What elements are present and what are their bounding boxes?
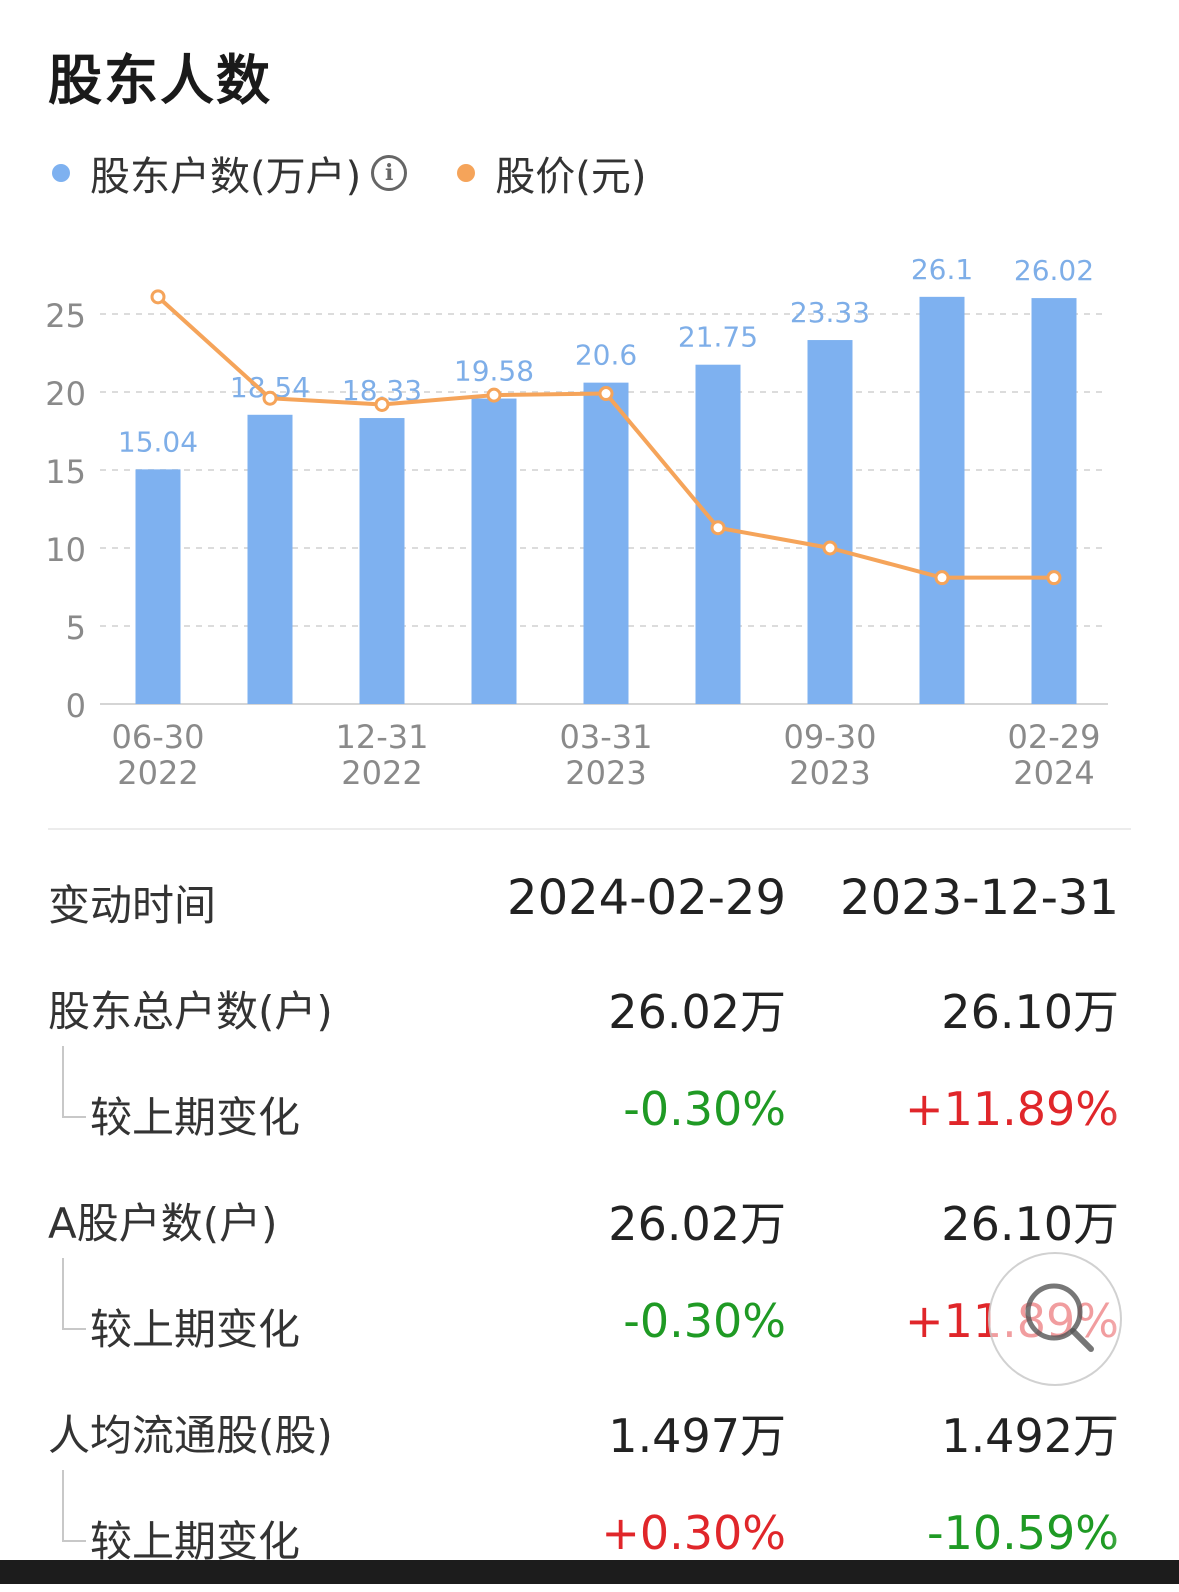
y-tick-label: 20 [45, 375, 86, 413]
table-row: 人均流通股(股) 1.497万 1.492万 [0, 1380, 1179, 1486]
zoom-button[interactable] [988, 1252, 1122, 1386]
tree-connector [62, 1470, 86, 1542]
row-value-2: 26.10万 [941, 985, 1119, 1039]
bar [1031, 298, 1077, 704]
bar-data-label: 26.1 [911, 253, 973, 286]
price-point [486, 387, 502, 403]
shareholder-table: 变动时间 2024-02-29 2023-12-31 股东总户数(户) 26.0… [0, 850, 1179, 1592]
price-point [934, 570, 950, 586]
price-point [150, 289, 166, 305]
row-value-2: 1.492万 [941, 1409, 1119, 1463]
header-date-1: 2024-02-29 [507, 870, 786, 926]
x-tick-label: 09-30 [784, 718, 877, 756]
price-point [1046, 570, 1062, 586]
y-tick-label: 15 [45, 453, 86, 491]
page-title: 股东人数 [48, 49, 272, 112]
table-row-change: 较上期变化 -0.30% +11.89% [0, 1046, 1179, 1168]
tree-connector [62, 1046, 86, 1118]
tree-connector [62, 1258, 86, 1330]
table-header-row: 变动时间 2024-02-29 2023-12-31 [0, 850, 1179, 956]
y-tick-label: 0 [66, 687, 86, 725]
info-icon[interactable]: i [371, 155, 408, 191]
x-tick-year-label: 2022 [341, 754, 422, 792]
x-tick-label: 03-31 [560, 718, 653, 756]
header-date-2: 2023-12-31 [840, 870, 1119, 926]
row-value-1: -0.30% [623, 1294, 786, 1348]
chart-legend: 股东户数(万户) i 股价(元) [52, 148, 646, 200]
legend-dot-price [457, 164, 476, 182]
row-label: 较上期变化 [90, 1517, 301, 1566]
header-label: 变动时间 [48, 881, 217, 930]
bar [807, 340, 853, 704]
bottom-bar [0, 1560, 1179, 1584]
row-value-2: 26.10万 [941, 1197, 1119, 1251]
price-point [374, 396, 390, 412]
row-value-1: 26.02万 [608, 985, 786, 1039]
x-tick-label: 06-30 [112, 718, 205, 756]
legend-label-holders: 股东户数(万户) [90, 154, 362, 200]
row-label: 股东总户数(户) [48, 987, 333, 1036]
bar [359, 418, 405, 704]
table-row: A股户数(户) 26.02万 26.10万 [0, 1168, 1179, 1274]
x-tick-year-label: 2023 [565, 754, 646, 792]
y-tick-label: 5 [66, 609, 86, 647]
price-point [262, 390, 278, 406]
price-point [710, 520, 726, 536]
row-value-2: +11.89% [905, 1082, 1119, 1136]
row-value-2: -10.59% [927, 1506, 1119, 1560]
row-value-1: 1.497万 [608, 1409, 786, 1463]
bar [583, 382, 629, 704]
legend-item-holders[interactable]: 股东户数(万户) i [52, 144, 408, 202]
legend-label-price: 股价(元) [495, 154, 647, 200]
legend-dot-holders [52, 164, 70, 182]
bar [919, 296, 965, 704]
bar-data-label: 15.04 [118, 425, 198, 458]
row-value-1: +0.30% [601, 1506, 786, 1560]
row-value-1: 26.02万 [608, 1197, 786, 1251]
row-value-1: -0.30% [623, 1082, 786, 1136]
x-tick-year-label: 2022 [117, 754, 198, 792]
x-tick-label: 12-31 [336, 718, 429, 756]
x-tick-label: 02-29 [1008, 718, 1101, 756]
legend-item-price[interactable]: 股价(元) [457, 144, 646, 202]
bar-data-label: 19.58 [454, 355, 534, 388]
bar-data-label: 26.02 [1014, 254, 1094, 287]
table-scroll-fade [1108, 850, 1179, 1584]
price-point [598, 386, 614, 402]
bar [471, 398, 517, 704]
table-row: 股东总户数(户) 26.02万 26.10万 [0, 956, 1179, 1062]
y-tick-label: 10 [45, 531, 86, 569]
bar [135, 469, 181, 704]
x-tick-year-label: 2024 [1013, 754, 1094, 792]
bar-data-label: 21.75 [678, 321, 758, 354]
table-row-change: 较上期变化 +0.30% -10.59% [0, 1470, 1179, 1592]
row-label: 人均流通股(股) [48, 1411, 333, 1460]
section-divider [48, 828, 1131, 830]
row-label: A股户数(户) [48, 1199, 278, 1248]
magnifier-icon [1025, 1283, 1094, 1352]
row-label: 较上期变化 [90, 1093, 301, 1142]
x-tick-year-label: 2023 [789, 754, 870, 792]
bar-data-label: 20.6 [575, 339, 637, 372]
row-label: 较上期变化 [90, 1305, 301, 1354]
bar-data-label: 23.33 [790, 296, 870, 329]
price-point [822, 540, 838, 556]
bar [247, 414, 293, 704]
y-tick-label: 25 [45, 297, 86, 335]
